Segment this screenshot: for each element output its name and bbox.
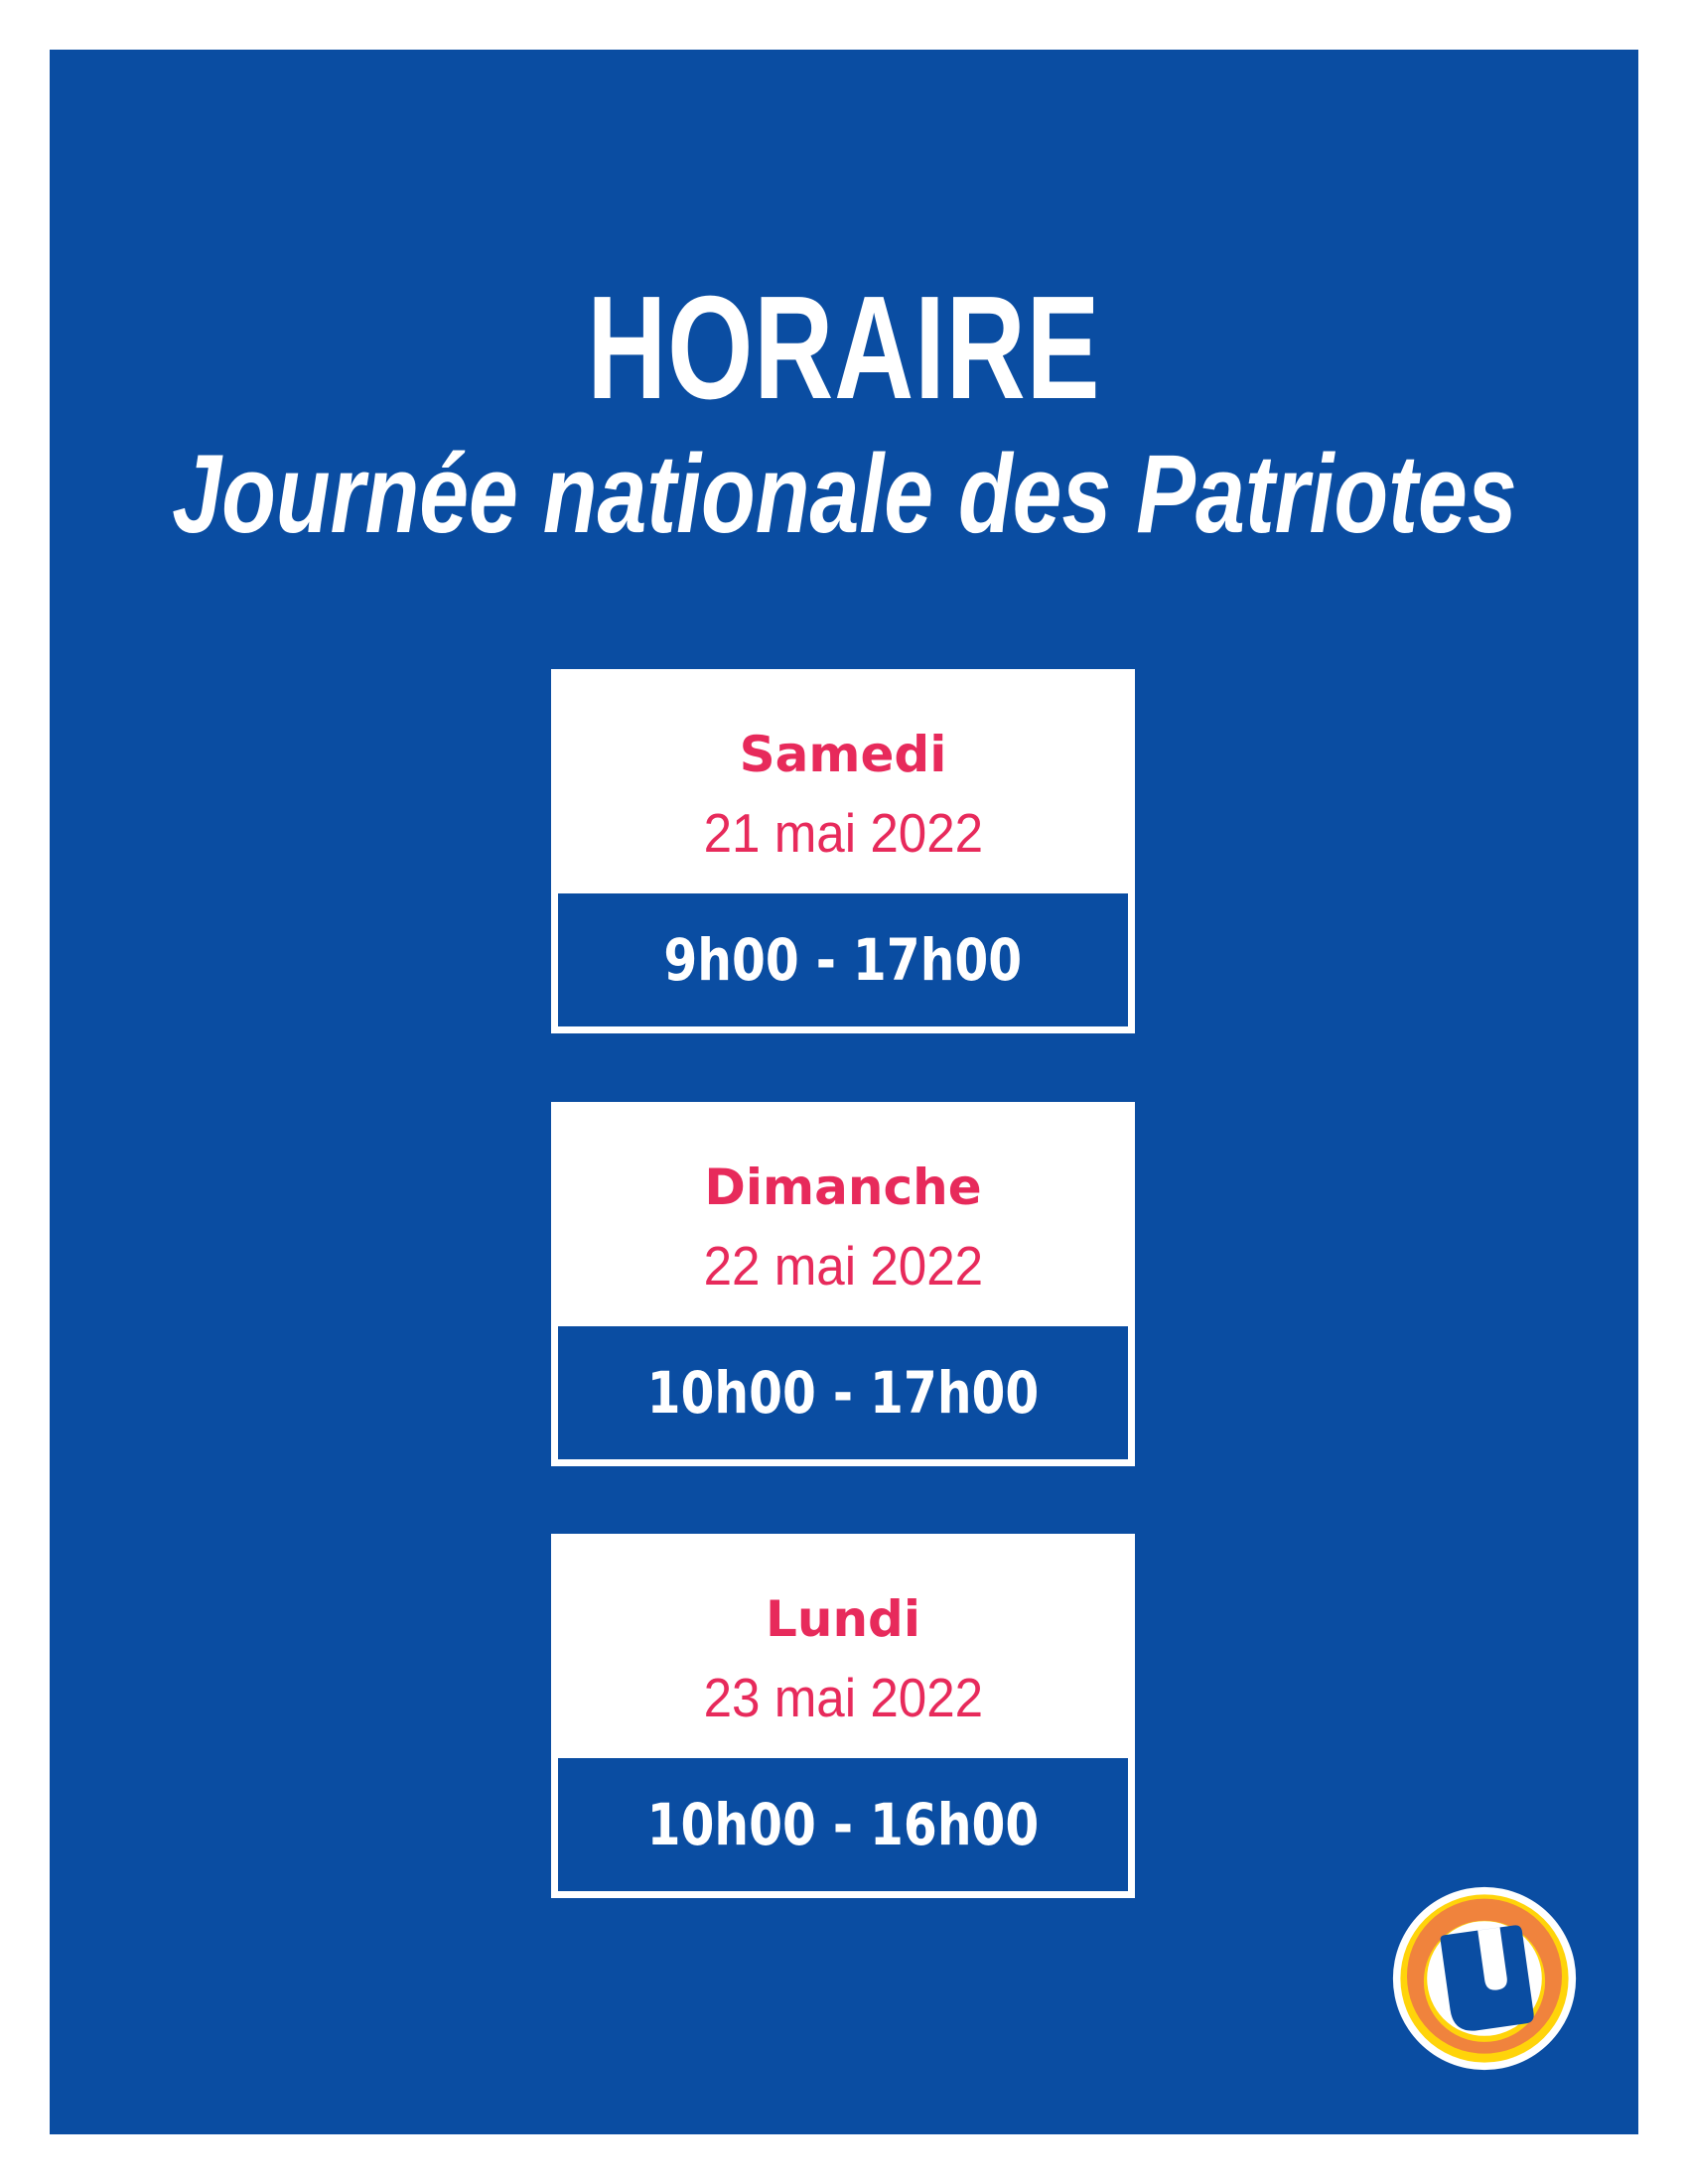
logo-u-letter [1440,1925,1534,2031]
day-label: Samedi [739,726,947,783]
u-circle-logo-icon [1392,1886,1577,2071]
hours-bar: 9h00 - 17h00 [558,893,1128,1026]
date-label: 23 mai 2022 [551,1663,1135,1732]
schedule-card-monday: Lundi 23 mai 2022 10h00 - 16h00 [551,1534,1135,1898]
schedule-card-saturday: Samedi 21 mai 2022 9h00 - 17h00 [551,669,1135,1033]
date-text: 21 mai 2022 [703,802,983,864]
page-title: HORAIRE [587,266,1101,430]
date-label: 22 mai 2022 [551,1231,1135,1300]
hours-label: 10h00 - 17h00 [646,1359,1040,1427]
hours-bar: 10h00 - 16h00 [558,1758,1128,1891]
hours-bar: 10h00 - 17h00 [558,1326,1128,1459]
day-label: Dimanche [704,1159,982,1216]
day-label: Lundi [766,1590,920,1648]
hours-label: 10h00 - 16h00 [646,1791,1040,1858]
title-row: HORAIRE [50,273,1638,424]
date-label: 21 mai 2022 [551,798,1135,868]
schedule-card-sunday: Dimanche 22 mai 2022 10h00 - 17h00 [551,1102,1135,1466]
poster-blue-panel: HORAIRE Journée nationale des Patriotes … [50,50,1638,2134]
page-subtitle: Journée nationale des Patriotes [171,431,1517,556]
date-text: 23 mai 2022 [703,1667,983,1728]
hours-label: 9h00 - 17h00 [663,926,1023,994]
subtitle-row: Journée nationale des Patriotes [50,422,1638,566]
date-text: 22 mai 2022 [703,1235,983,1297]
